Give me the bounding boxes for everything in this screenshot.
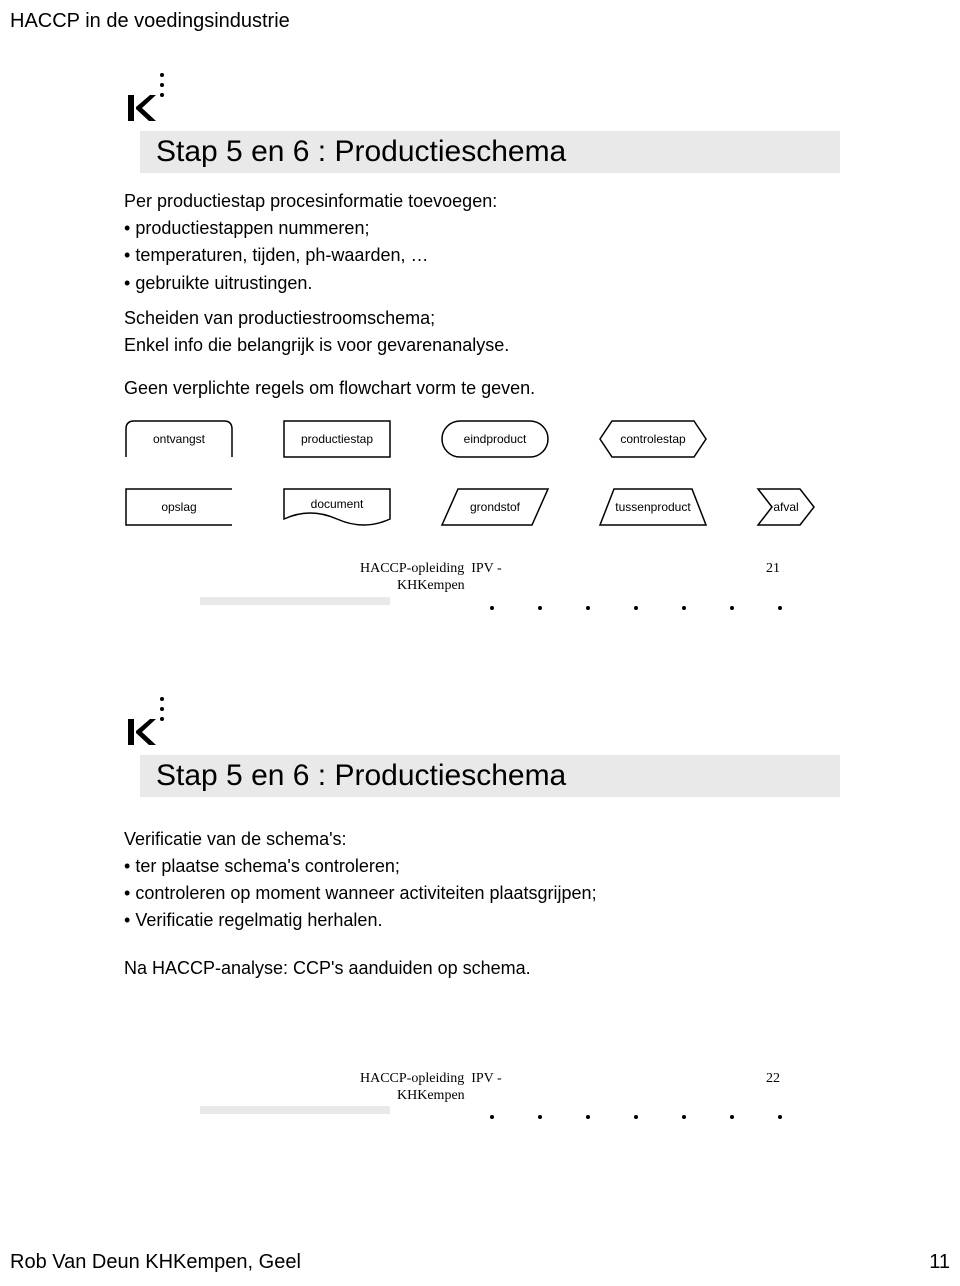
shape-document: document [282,487,392,527]
page-footer: Rob Van Deun KHKempen, Geel 11 [10,1251,950,1274]
bullet-list: productiestappen nummeren; temperaturen,… [124,216,840,296]
shape-controlestap: controlestap [598,419,708,459]
footer-decoration [100,593,840,607]
shape-opslag: opslag [124,487,234,527]
document-header: HACCP in de voedingsindustrie [0,0,960,37]
page-number: 11 [929,1251,950,1274]
slide-footer: HACCP-opleiding IPV -KHKempen 21 [100,561,840,595]
shape-eindproduct: eindproduct [440,419,550,459]
slide-2: Stap 5 en 6 : Productieschema Verificati… [100,697,840,1117]
footer-decoration [100,1102,840,1116]
shape-ontvangst: ontvangst [124,419,234,459]
list-item: controleren op moment wanneer activiteit… [124,881,840,906]
slide-title: Stap 5 en 6 : Productieschema [140,755,840,797]
logo [118,697,840,747]
shape-label: productiestap [282,432,392,446]
shape-label: grondstof [440,500,550,514]
flowchart-shapes-row-1: ontvangst productiestap eindproduct cont… [124,419,840,459]
shape-afval: afval [756,487,816,527]
footer-left: HACCP-opleiding IPV -KHKempen [360,1071,502,1105]
slide-number: 22 [766,1071,820,1087]
logo-k-icon [128,719,156,745]
paragraph: Enkel info die belangrijk is voor gevare… [124,333,840,358]
page-footer-left: Rob Van Deun KHKempen, Geel [10,1251,301,1274]
shape-label: tussenproduct [598,500,708,514]
paragraph: Na HACCP-analyse: CCP's aanduiden op sch… [124,956,840,981]
slide-body: Verificatie van de schema's: ter plaatse… [124,827,840,981]
logo [118,73,840,123]
list-item: gebruikte uitrustingen. [124,271,840,296]
shape-label: controlestap [598,432,708,446]
slide-body: Per productiestap procesinformatie toevo… [124,189,840,401]
bullet-list: ter plaatse schema's controleren; contro… [124,854,840,934]
shape-productiestap: productiestap [282,419,392,459]
shape-label: afval [756,500,816,514]
flowchart-shapes-row-2: opslag document grondstof tussenproduct … [124,487,840,527]
slide-number: 21 [766,561,820,577]
slide-title: Stap 5 en 6 : Productieschema [140,131,840,173]
list-item: temperaturen, tijden, ph-waarden, … [124,243,840,268]
shape-label: ontvangst [124,432,234,446]
intro-text: Verificatie van de schema's: [124,827,840,852]
shape-tussenproduct: tussenproduct [598,487,708,527]
slide-footer: HACCP-opleiding IPV -KHKempen 22 [100,1071,840,1105]
intro-text: Per productiestap procesinformatie toevo… [124,189,840,214]
footer-left: HACCP-opleiding IPV -KHKempen [360,561,502,595]
list-item: ter plaatse schema's controleren; [124,854,840,879]
paragraph: Geen verplichte regels om flowchart vorm… [124,376,840,401]
slide-1: Stap 5 en 6 : Productieschema Per produc… [100,73,840,607]
shape-grondstof: grondstof [440,487,550,527]
list-item: Verificatie regelmatig herhalen. [124,908,840,933]
shape-label: document [282,497,392,511]
logo-k-icon [128,95,156,121]
list-item: productiestappen nummeren; [124,216,840,241]
paragraph: Scheiden van productiestroomschema; [124,306,840,331]
shape-label: opslag [124,500,234,514]
shape-label: eindproduct [440,432,550,446]
